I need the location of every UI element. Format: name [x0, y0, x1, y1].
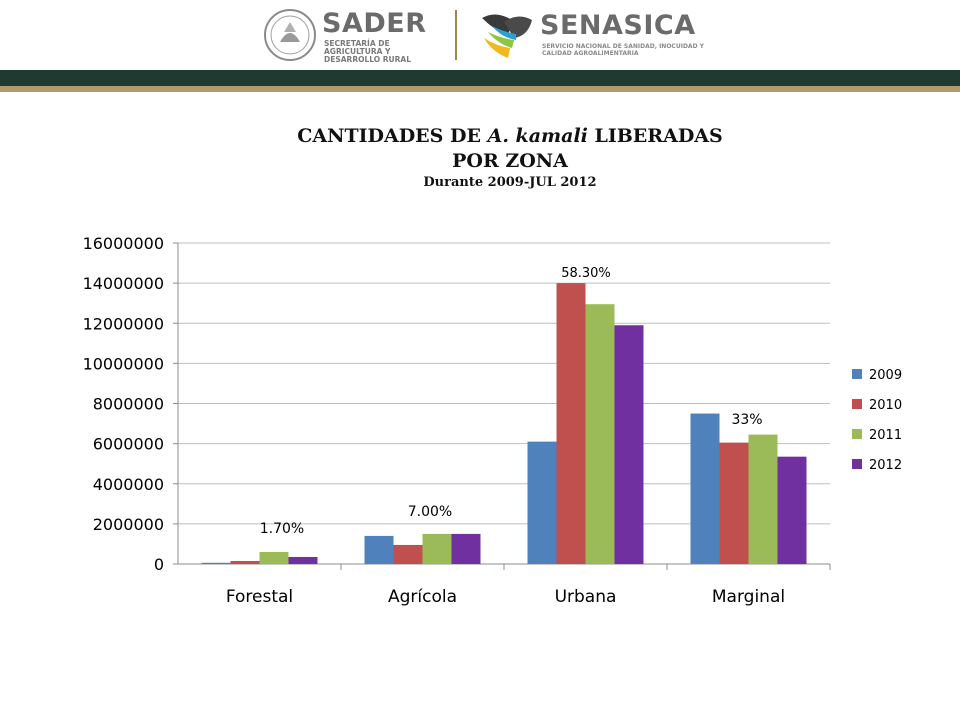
bar-marginal-2009 — [690, 413, 720, 564]
legend-swatch-2012 — [852, 459, 862, 469]
bar-agrcola-2010 — [393, 544, 423, 564]
bar-urbana-2012 — [614, 325, 644, 564]
bar-forestal-2009 — [201, 562, 231, 564]
header: SADER SECRETARÍA DE AGRICULTURA Y DESARR… — [0, 0, 960, 68]
bar-marginal-2010 — [719, 442, 749, 564]
percent-annotation: 33% — [731, 412, 762, 428]
y-tick-label: 0 — [154, 555, 164, 574]
bar-agrcola-2011 — [422, 533, 452, 564]
legend-label-2012: 2012 — [869, 458, 902, 473]
y-tick-label: 2000000 — [93, 515, 164, 534]
title-part-1: CANTIDADES DE — [297, 125, 488, 147]
y-tick-label: 6000000 — [93, 435, 164, 454]
legend-swatch-2011 — [852, 429, 862, 439]
y-tick-label: 12000000 — [83, 314, 164, 333]
senasica-logo: SENASICA SERVICIO NACIONAL DE SANIDAD, I… — [478, 8, 708, 62]
bar-urbana-2009 — [527, 441, 557, 564]
y-tick-label: 8000000 — [93, 395, 164, 414]
sader-name: SADER — [322, 8, 427, 39]
chart-title: CANTIDADES DE A. kamali LIBERADAS POR ZO… — [170, 124, 850, 192]
percent-annotation: 7.00% — [408, 504, 452, 520]
chart-title-line2: POR ZONA — [452, 150, 568, 172]
title-part-2: LIBERADAS — [587, 125, 723, 147]
bar-marginal-2011 — [748, 434, 778, 564]
y-tick-label: 10000000 — [83, 354, 164, 373]
y-tick-label: 16000000 — [83, 234, 164, 253]
legend-swatch-2009 — [852, 369, 862, 379]
senasica-subtitle: SERVICIO NACIONAL DE SANIDAD, INOCUIDAD … — [542, 43, 704, 57]
header-band-dark — [0, 70, 960, 86]
sader-logo: SADER SECRETARÍA DE AGRICULTURA Y DESARR… — [262, 8, 442, 64]
legend-label-2010: 2010 — [869, 398, 902, 413]
sader-subtitle: SECRETARÍA DE AGRICULTURA Y DESARROLLO R… — [324, 39, 411, 64]
legend-label-2011: 2011 — [869, 428, 902, 443]
bar-urbana-2011 — [585, 304, 615, 564]
bar-marginal-2012 — [777, 456, 807, 564]
legend-label-2009: 2009 — [869, 368, 902, 383]
mexico-seal-icon — [264, 9, 316, 61]
bar-agrcola-2012 — [451, 533, 481, 564]
x-tick-label: Urbana — [555, 587, 617, 607]
title-species: A. kamali — [487, 125, 588, 147]
x-tick-label: Agrícola — [388, 587, 457, 607]
x-tick-label: Forestal — [226, 587, 293, 607]
x-tick-label: Marginal — [712, 587, 785, 607]
percent-annotation: 58.30% — [561, 266, 611, 281]
chart-title-line1: CANTIDADES DE A. kamali LIBERADAS — [170, 124, 850, 149]
senasica-emblem-icon — [482, 14, 532, 58]
logo-divider — [455, 10, 457, 60]
bar-chart: 0 2000000 4000000 6000000 8000000 10000000 120… — [83, 234, 903, 607]
y-tick-label: 14000000 — [83, 274, 164, 293]
header-band-gold — [0, 86, 960, 92]
bar-forestal-2012 — [288, 556, 318, 564]
bar-forestal-2011 — [259, 551, 289, 564]
senasica-name: SENASICA — [540, 10, 696, 41]
legend-swatch-2010 — [852, 399, 862, 409]
percent-annotation: 1.70% — [260, 521, 304, 537]
y-tick-label: 4000000 — [93, 475, 164, 494]
bar-forestal-2010 — [230, 560, 260, 564]
bar-agrcola-2009 — [364, 535, 394, 564]
chart-subtitle: Durante 2009-JUL 2012 — [423, 175, 597, 190]
bar-urbana-2010 — [556, 283, 586, 564]
